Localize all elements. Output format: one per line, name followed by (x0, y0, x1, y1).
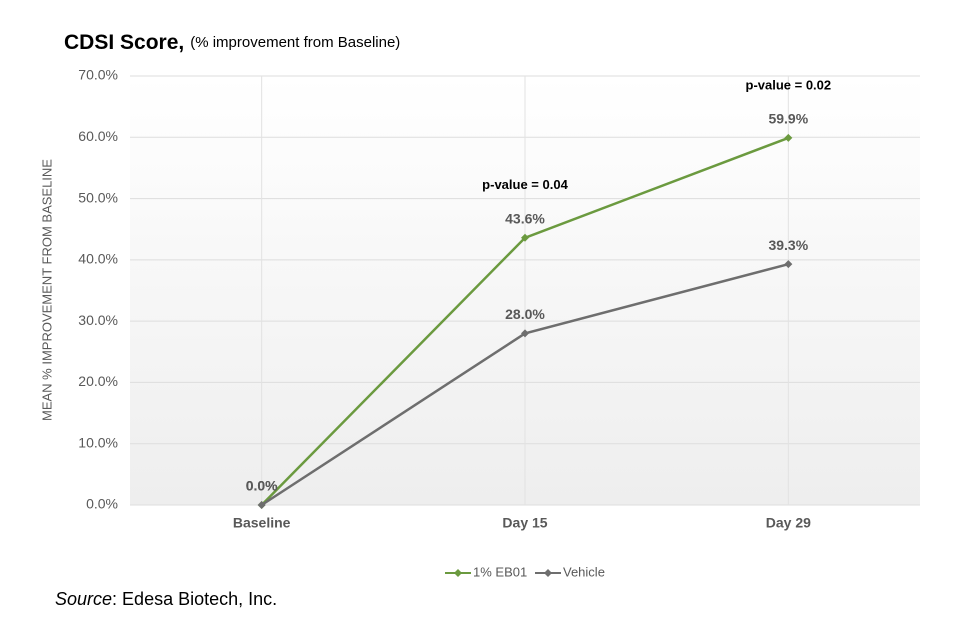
legend-marker (544, 569, 552, 577)
y-tick-label: 40.0% (78, 251, 118, 267)
marker (521, 233, 529, 242)
source-text: : Edesa Biotech, Inc. (112, 589, 277, 609)
x-tick-label: Day 29 (766, 515, 811, 531)
y-tick-label: 70.0% (78, 67, 118, 83)
data-label: 43.6% (505, 210, 545, 226)
title: CDSI Score, (64, 31, 184, 54)
source-label: Source (55, 589, 112, 609)
y-axis-label: MEAN % IMPROVEMENT FROM BASELINE (39, 159, 54, 421)
y-tick-label: 50.0% (78, 189, 118, 205)
y-tick-label: 30.0% (78, 312, 118, 328)
data-label: 59.9% (768, 111, 808, 127)
annotation: p-value = 0.02 (746, 77, 832, 92)
legend-marker (454, 569, 462, 577)
data-label: 28.0% (505, 306, 545, 322)
data-label: 0.0% (246, 478, 278, 494)
legend-label: Vehicle (563, 564, 605, 579)
annotation: p-value = 0.04 (482, 177, 568, 192)
x-tick-label: Baseline (233, 515, 291, 531)
chart-title: CDSI Score, (% improvement from Baseline) (64, 31, 400, 54)
y-tick-label: 10.0% (78, 434, 118, 450)
y-tick-label: 20.0% (78, 373, 118, 389)
marker (257, 501, 266, 509)
y-tick-label: 60.0% (78, 128, 118, 144)
marker (784, 133, 793, 142)
data-label: 0.0% (246, 478, 278, 494)
legend-label: 1% EB01 (473, 564, 527, 579)
marker (521, 329, 529, 338)
x-tick-label: Day 15 (502, 515, 547, 531)
y-tick-label: 0.0% (86, 496, 118, 512)
marker (784, 260, 793, 269)
source: Source: Edesa Biotech, Inc. (55, 589, 277, 609)
data-label: 39.3% (768, 237, 808, 253)
subtitle: (% improvement from Baseline) (190, 34, 400, 51)
